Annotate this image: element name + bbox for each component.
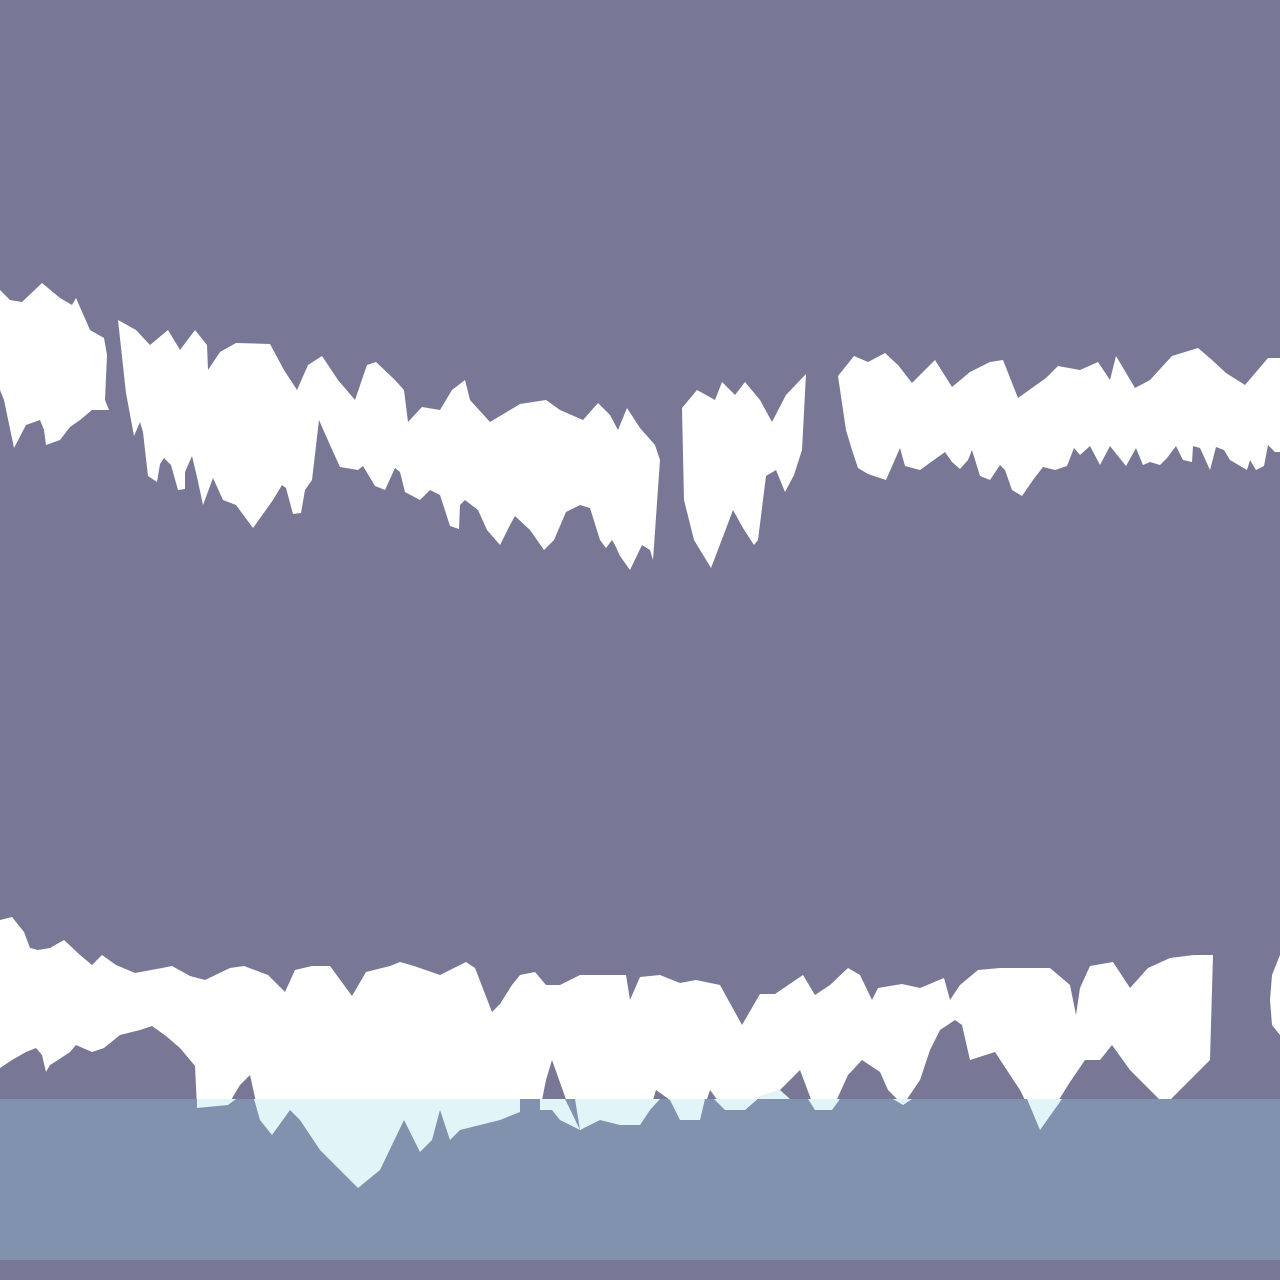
submerged-ice-chunk-7 (808, 1099, 840, 1110)
water-surface (0, 1099, 1280, 1260)
submerged-ice (197, 1090, 1062, 1188)
submerged-ice-chunk-1 (197, 1099, 236, 1108)
lower-ice-chunk-2 (1270, 955, 1280, 1035)
upper-ice-chunk-4 (838, 348, 1280, 496)
upper-ice-chunk-1 (0, 283, 109, 448)
submerged-ice-chunk-6 (714, 1090, 790, 1110)
submerged-ice-chunk-5 (668, 1099, 705, 1120)
upper-ice-ledge (0, 283, 1280, 570)
bottom-edge (0, 1260, 1280, 1280)
upper-ice-chunk-3 (682, 374, 806, 568)
submerged-ice-chunk-2 (254, 1099, 520, 1188)
upper-ice-chunk-2 (118, 320, 660, 570)
submerged-ice-chunk-3 (540, 1099, 580, 1130)
submerged-ice-chunk-4 (575, 1099, 660, 1130)
submerged-ice-chunk-9 (1027, 1099, 1062, 1130)
submerged-ice-chunk-8 (893, 1099, 912, 1105)
